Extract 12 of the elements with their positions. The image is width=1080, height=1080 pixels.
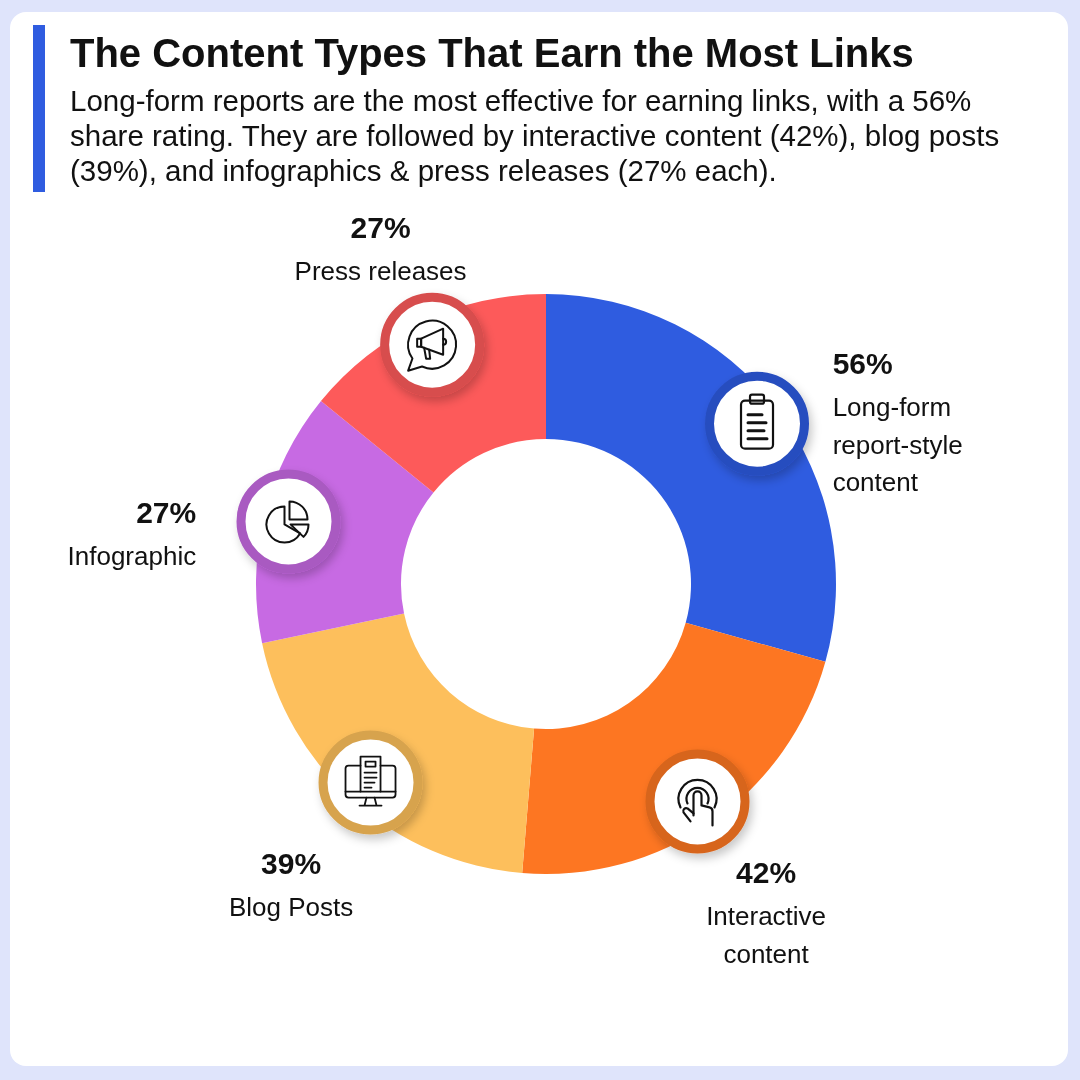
chart-subtitle: Long-form reports are the most effective for earning links, with a 56% share rating. They are followed by interactive content (42%), blog posts (39%), and infographics & press releases (27% each). xyxy=(70,84,1000,187)
data-label: 27% xyxy=(136,495,197,529)
data-label: 27% xyxy=(350,211,411,245)
data-label: 39% xyxy=(261,847,322,881)
chart-title: The Content Types That Earn the Most Links xyxy=(70,31,914,75)
data-label: 42% xyxy=(736,856,797,890)
slice-label: Blog Posts xyxy=(228,892,354,923)
slice-label: Press releases xyxy=(294,256,467,287)
slice-label: Infographic xyxy=(67,540,197,571)
slice-label: Interactive content xyxy=(706,901,827,969)
data-label: 56% xyxy=(832,347,893,381)
slice-label: Long-form report-style content xyxy=(832,392,963,498)
